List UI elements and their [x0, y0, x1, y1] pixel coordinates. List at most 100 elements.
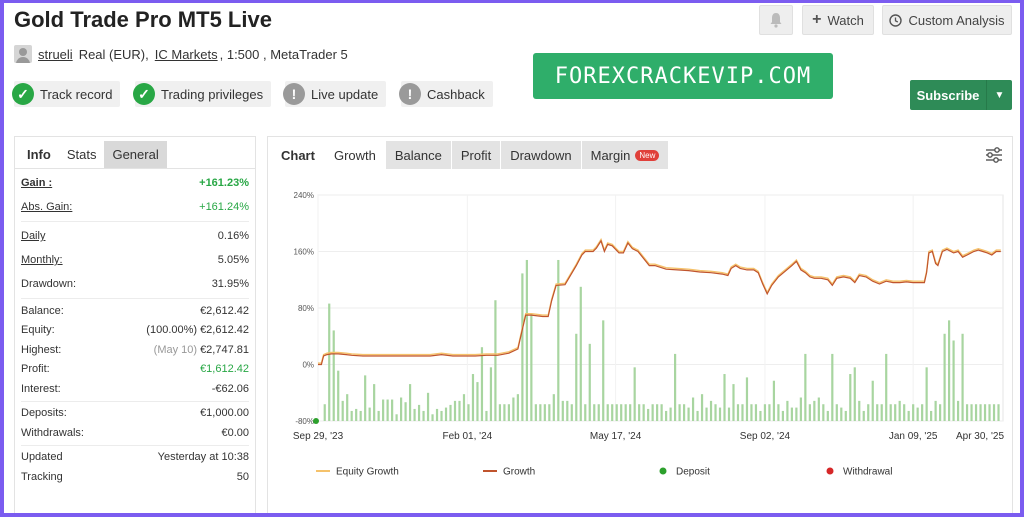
trade-bar [431, 414, 434, 421]
stat-daily: Daily 0.16% [21, 224, 249, 248]
trade-bar [790, 407, 793, 421]
divider [21, 298, 249, 299]
y-tick-label: 0% [302, 361, 314, 370]
trade-bar [471, 374, 475, 421]
new-badge: New [635, 149, 660, 161]
stat-withdrawals: Withdrawals: €0.00 [21, 423, 249, 443]
x-tick-label: Jan 09, '25 [889, 431, 938, 442]
tab-general[interactable]: General [104, 141, 167, 168]
trade-bar [826, 410, 829, 421]
trade-bar [566, 400, 569, 421]
tab-drawdown[interactable]: Drawdown [501, 141, 581, 169]
tab-balance[interactable]: Balance [385, 141, 451, 169]
x-tick-label: Sep 29, '23 [293, 431, 344, 442]
badge-track-record[interactable]: ✓ Track record [12, 81, 121, 107]
trade-bar [660, 404, 663, 421]
trade-bar [669, 407, 672, 421]
deposit-marker [313, 418, 319, 424]
stat-equity-percent: (100.00%) [146, 324, 198, 337]
stat-label[interactable]: Monthly: [21, 254, 63, 266]
stat-tracking: Tracking 50 [21, 467, 249, 487]
stat-value: 31.95% [211, 278, 249, 290]
divider [21, 444, 249, 446]
stat-label: Profit: [21, 363, 50, 376]
tab-margin[interactable]: Margin New [581, 141, 669, 169]
badge-label: Live update [311, 86, 379, 102]
trade-bar [413, 408, 416, 421]
stat-label[interactable]: Daily [21, 230, 46, 242]
chevron-down-icon[interactable]: ▼ [986, 80, 1012, 110]
stats-list: Gain : +161.23% Abs. Gain: +161.24% Dail… [15, 169, 255, 487]
broker-link[interactable]: IC Markets [154, 46, 218, 62]
badge-cashback[interactable]: ! Cashback [399, 81, 493, 107]
trade-bar [799, 397, 802, 421]
badge-trading-privileges[interactable]: ✓ Trading privileges [133, 81, 272, 107]
trade-bar [858, 400, 861, 421]
stat-drawdown: Drawdown: 31.95% [21, 272, 249, 296]
trade-bar [745, 377, 749, 421]
divider [21, 221, 249, 222]
chart-tabs: Chart Growth Balance Profit Drawdown Mar… [268, 137, 1012, 169]
trade-bar [512, 397, 515, 421]
trade-bar [705, 407, 708, 421]
trade-bar [449, 404, 452, 421]
trade-bar [642, 404, 645, 421]
trade-bar [786, 400, 789, 421]
legend-item[interactable]: Growth [483, 467, 535, 478]
trade-bar [804, 353, 807, 421]
custom-analysis-button[interactable]: Custom Analysis [882, 5, 1012, 35]
trade-bar [364, 375, 367, 421]
badge-label: Cashback [427, 86, 485, 102]
trade-bar [539, 404, 542, 421]
trade-bar [983, 404, 987, 421]
legend-item[interactable]: Deposit [659, 467, 711, 478]
legend-item[interactable]: Equity Growth [316, 467, 399, 478]
trade-bar [350, 410, 353, 421]
trade-bar [718, 407, 722, 421]
trade-bar [602, 320, 605, 421]
trade-bar [763, 404, 767, 421]
sliders-icon[interactable] [984, 145, 1004, 165]
stat-monthly: Monthly: 5.05% [21, 248, 249, 272]
trade-bar [907, 410, 910, 421]
trade-bar [584, 404, 587, 421]
trade-bar [795, 407, 798, 421]
trade-bar [615, 404, 618, 421]
trade-bar [467, 404, 470, 421]
trade-bar [880, 404, 883, 421]
trade-bar [638, 404, 641, 421]
trade-bar [759, 410, 762, 421]
legend-label: Withdrawal [843, 467, 892, 478]
trade-bar [391, 399, 394, 421]
subscribe-label: Subscribe [916, 87, 980, 103]
tab-profit[interactable]: Profit [451, 141, 501, 169]
badge-live-update[interactable]: ! Live update [283, 81, 387, 107]
tab-stats[interactable]: Stats [58, 141, 105, 168]
tab-growth[interactable]: Growth [324, 141, 385, 169]
x-tick-label: Sep 02, '24 [740, 431, 791, 442]
subscribe-button[interactable]: Subscribe ▼ [910, 80, 1012, 110]
trade-bar [507, 404, 511, 421]
trade-bar [700, 394, 704, 421]
trade-bar [840, 407, 843, 421]
tab-info[interactable]: Info [19, 141, 59, 168]
tab-chart[interactable]: Chart [272, 141, 324, 169]
stat-label[interactable]: Abs. Gain: [21, 201, 73, 213]
trade-bar [979, 404, 982, 421]
check-circle-icon: ✓ [12, 83, 34, 105]
trade-bar [382, 399, 385, 421]
trade-bar [943, 333, 946, 421]
legend-swatch [659, 467, 667, 475]
stat-label[interactable]: Gain : [21, 177, 53, 189]
trade-bar [894, 404, 897, 421]
growth-line [318, 239, 1001, 366]
trade-bar [422, 410, 425, 421]
watch-button[interactable]: + Watch [802, 5, 874, 35]
stat-label: Interest: [21, 382, 61, 395]
username-link[interactable]: strueli [38, 46, 73, 62]
stat-label: Balance: [21, 304, 64, 317]
avatar-icon [14, 45, 32, 63]
stat-value: 5.05% [217, 254, 249, 266]
notification-bell-button[interactable] [759, 5, 793, 35]
legend-item[interactable]: Withdrawal [826, 467, 893, 478]
